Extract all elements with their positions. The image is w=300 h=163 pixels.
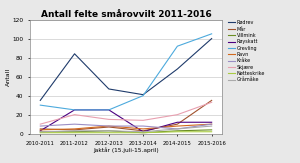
Røyskatt: [141, 131, 145, 133]
Skjære: [38, 123, 42, 125]
Kråke: [141, 125, 145, 127]
Mår: [176, 123, 179, 125]
Line: Kråke: Kråke: [40, 124, 212, 129]
Ravn: [141, 128, 145, 130]
X-axis label: Jaktår (15.juli-15.april): Jaktår (15.juli-15.april): [93, 147, 159, 153]
Ravn: [176, 125, 179, 127]
Skjære: [73, 114, 76, 116]
Grevling: [73, 109, 76, 111]
Y-axis label: Antall: Antall: [5, 67, 10, 86]
Grevling: [176, 45, 179, 47]
Kråke: [38, 125, 42, 127]
Kråke: [176, 128, 179, 130]
Line: Rødrev: Rødrev: [40, 39, 212, 100]
Nøtteskrike: [176, 131, 179, 133]
Ravn: [38, 129, 42, 131]
Line: Mår: Mår: [40, 100, 212, 131]
Gråmåke: [141, 131, 145, 133]
Legend: Rødrev, Mår, Villmink, Røyskatt, Grevling, Ravn, Kråke, Skjære, Nøtteskrike, Grå: Rødrev, Mår, Villmink, Røyskatt, Grevlin…: [227, 20, 266, 83]
Gråmåke: [176, 128, 179, 130]
Rødrev: [141, 94, 145, 96]
Rødrev: [176, 68, 179, 70]
Grevling: [38, 104, 42, 106]
Ravn: [73, 128, 76, 130]
Kråke: [210, 123, 214, 125]
Gråmåke: [38, 131, 42, 133]
Mår: [73, 129, 76, 131]
Gråmåke: [210, 125, 214, 127]
Mår: [141, 130, 145, 132]
Rødrev: [73, 53, 76, 55]
Rødrev: [38, 99, 42, 101]
Villmink: [176, 130, 179, 132]
Skjære: [107, 118, 111, 120]
Nøtteskrike: [210, 131, 214, 133]
Nøtteskrike: [38, 132, 42, 134]
Rødrev: [210, 38, 214, 40]
Mår: [210, 99, 214, 101]
Line: Gråmåke: Gråmåke: [40, 126, 212, 132]
Line: Grevling: Grevling: [40, 34, 212, 110]
Villmink: [141, 132, 145, 134]
Skjære: [210, 101, 214, 103]
Kråke: [73, 123, 76, 125]
Villmink: [107, 130, 111, 132]
Ravn: [107, 125, 111, 127]
Røyskatt: [38, 130, 42, 132]
Grevling: [107, 109, 111, 111]
Ravn: [210, 123, 214, 125]
Skjære: [141, 119, 145, 121]
Villmink: [73, 131, 76, 133]
Rødrev: [107, 88, 111, 90]
Skjære: [176, 114, 179, 116]
Gråmåke: [107, 130, 111, 132]
Title: Antall felte smårovvilt 2011-2016: Antall felte smårovvilt 2011-2016: [40, 10, 211, 19]
Røyskatt: [107, 109, 111, 111]
Line: Nøtteskrike: Nøtteskrike: [40, 132, 212, 133]
Villmink: [38, 131, 42, 133]
Line: Skjære: Skjære: [40, 102, 212, 124]
Nøtteskrike: [73, 132, 76, 134]
Villmink: [210, 129, 214, 131]
Line: Villmink: Villmink: [40, 130, 212, 133]
Grevling: [210, 33, 214, 35]
Mår: [38, 128, 42, 130]
Kråke: [107, 125, 111, 127]
Nøtteskrike: [107, 132, 111, 134]
Røyskatt: [73, 109, 76, 111]
Mår: [107, 126, 111, 128]
Gråmåke: [73, 130, 76, 132]
Røyskatt: [176, 121, 179, 123]
Røyskatt: [210, 121, 214, 123]
Line: Røyskatt: Røyskatt: [40, 110, 212, 132]
Nøtteskrike: [141, 132, 145, 134]
Grevling: [141, 95, 145, 97]
Line: Ravn: Ravn: [40, 124, 212, 130]
